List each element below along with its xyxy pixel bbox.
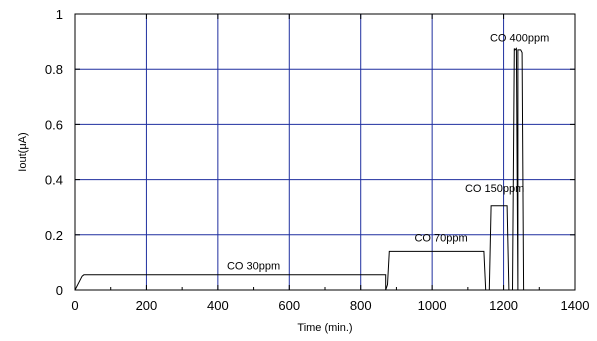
x-tick-label: 800 <box>350 298 372 313</box>
x-tick-label: 1000 <box>418 298 447 313</box>
annotation-label: CO 30ppm <box>227 260 280 272</box>
y-tick-label: 0.8 <box>45 62 63 77</box>
grid <box>75 14 575 290</box>
ticks: 0 200 400 600 800 1000 1200 1400 0 0.2 0.4 0.6 0.8 1 <box>45 7 590 313</box>
annotation-label: CO 150ppm <box>465 183 524 195</box>
annotation-label: CO 70ppm <box>414 233 467 245</box>
x-axis-label: Time (min.) <box>297 322 352 334</box>
y-tick-label: 0.4 <box>45 173 63 188</box>
annotation-label: CO 400ppm <box>490 33 549 45</box>
y-tick-label: 1 <box>56 7 63 22</box>
annotations: CO 30ppm CO 70ppm CO 150ppm CO 400ppm <box>227 33 549 273</box>
y-axis-label: Iout(μA) <box>17 132 29 171</box>
y-tick-label: 0.2 <box>45 228 63 243</box>
plot-area <box>74 47 525 291</box>
plot-frame <box>74 13 576 291</box>
x-tick-label: 200 <box>136 298 158 313</box>
x-tick-label: 1400 <box>561 298 590 313</box>
x-tick-label: 600 <box>278 298 300 313</box>
y-tick-label: 0.6 <box>45 117 63 132</box>
x-tick-label: 400 <box>207 298 229 313</box>
x-tick-label: 0 <box>71 298 78 313</box>
data-line <box>74 47 525 291</box>
x-tick-label: 1200 <box>489 298 518 313</box>
y-tick-label: 0 <box>56 283 63 298</box>
